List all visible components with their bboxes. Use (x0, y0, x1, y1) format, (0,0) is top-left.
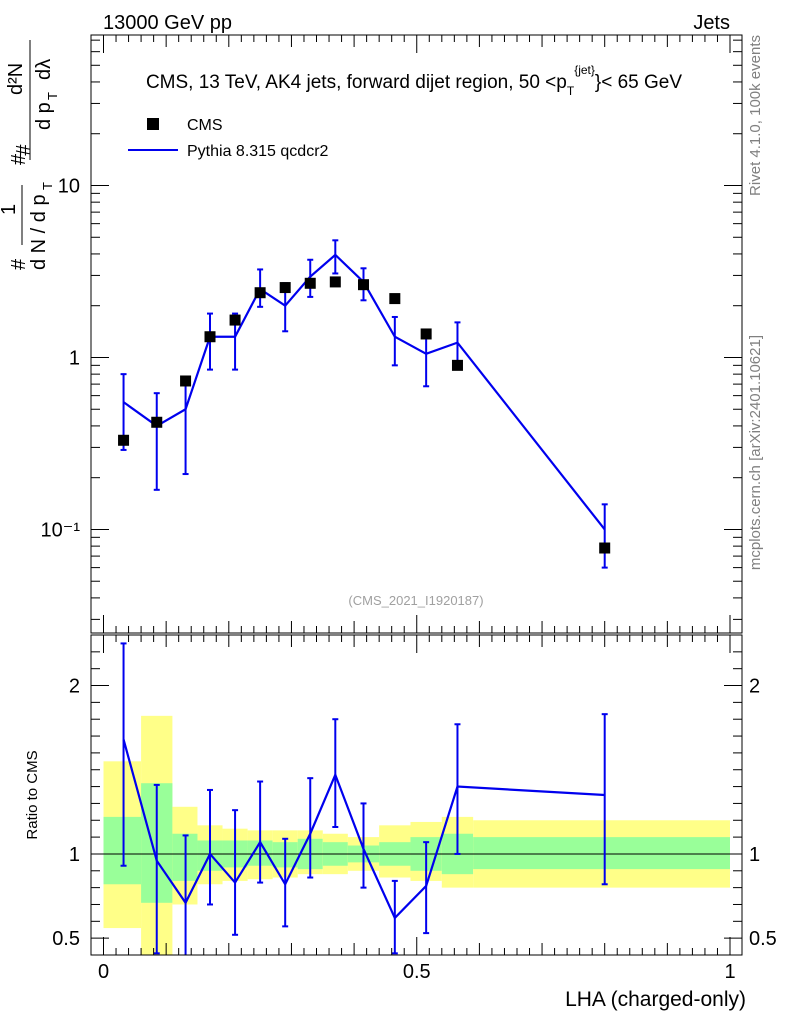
legend-cms-marker (147, 118, 159, 130)
x-tick-label: 1 (724, 961, 735, 983)
cms-point (229, 314, 241, 326)
legend-cms-label: CMS (187, 117, 223, 134)
main-panel: 10 1 10⁻¹ CMS, 13 TeV, AK4 jets, forward d… (0, 34, 743, 634)
cms-point (329, 276, 341, 288)
main-y-tick-label: 10⁻¹ (41, 519, 81, 541)
svg-text:#: # (8, 258, 30, 270)
jets-label: Jets (693, 12, 730, 34)
cms-point (389, 293, 401, 305)
svg-text:T: T (45, 92, 60, 100)
x-axis-title: LHA (charged-only) (565, 988, 746, 1011)
cms-point (599, 542, 611, 554)
main-y-tick-labels: 10 1 10⁻¹ (41, 175, 81, 541)
cms-point (254, 287, 266, 299)
main-y-axis-title: # (13, 144, 35, 156)
collision-label: 13000 GeV pp (103, 12, 232, 34)
ratio-frame (90, 634, 743, 956)
ratio-pythia-series (120, 642, 608, 955)
ratio-y-tick-label-right: 2 (749, 676, 760, 698)
cms-point (118, 434, 130, 446)
ratio-y-tick-label: 0.5 (52, 928, 80, 950)
cms-point (151, 416, 163, 428)
cms-point (304, 277, 316, 289)
ratio-panel: 2 2 1 1 0.5 0.5 0 0.5 1 Ratio to CMS LHA (charge… (24, 634, 777, 1011)
ratio-ticks (91, 634, 742, 956)
cms-series (118, 276, 611, 554)
cms-point (451, 359, 463, 371)
ratio-tick-labels: 2 2 1 1 0.5 0.5 0 0.5 1 (52, 676, 777, 983)
svg-text:#: # (8, 153, 30, 165)
svg-text:d N / d p: d N / d p (28, 194, 50, 270)
ratio-uncertainty-bands (103, 715, 730, 955)
svg-text:#: # (13, 144, 35, 156)
chart-title: CMS, 13 TeV, AK4 jets, forward dijet reg… (146, 63, 682, 98)
ratio-y-tick-label: 2 (69, 676, 80, 698)
legend-pythia-label: Pythia 8.315 qcdcr2 (187, 143, 329, 160)
svg-text:1: 1 (0, 204, 20, 215)
x-tick-label: 0 (98, 961, 109, 983)
main-ticks (91, 35, 742, 633)
y-axis-title: # 1 d N / d p T # d p T d²N dλ (0, 40, 60, 270)
main-y-tick-label: 1 (69, 347, 80, 369)
ratio-band-1sigma (473, 837, 730, 870)
pythia-line (122, 253, 606, 531)
ratio-y-tick-label-right: 1 (749, 844, 760, 866)
legend: CMS Pythia 8.315 qcdcr2 (128, 117, 329, 160)
x-tick-label: 0.5 (403, 961, 431, 983)
cms-point (180, 375, 192, 387)
ratio-y-tick-label-right: 0.5 (749, 928, 777, 950)
cms-point (279, 282, 291, 294)
ratio-y-axis-title: Ratio to CMS (24, 750, 41, 839)
svg-text:d p: d p (33, 102, 55, 130)
ratio-pythia-line (122, 739, 605, 920)
ratio-y-tick-label: 1 (69, 844, 80, 866)
svg-text:d²N: d²N (5, 63, 27, 95)
svg-text:dλ: dλ (33, 59, 55, 80)
cms-point (420, 328, 432, 340)
cms-point (204, 331, 216, 343)
ratio-band-1sigma (103, 816, 142, 885)
rivet-watermark: Rivet 4.1.0, 100k events (747, 35, 764, 196)
main-y-tick-label: 10 (58, 175, 80, 197)
svg-text:T: T (40, 182, 55, 190)
mcplots-watermark: mcplots.cern.ch [arXiv:2401.10621] (747, 335, 764, 570)
cms-point (357, 279, 369, 291)
analysis-id: (CMS_2021_I1920187) (348, 593, 483, 608)
